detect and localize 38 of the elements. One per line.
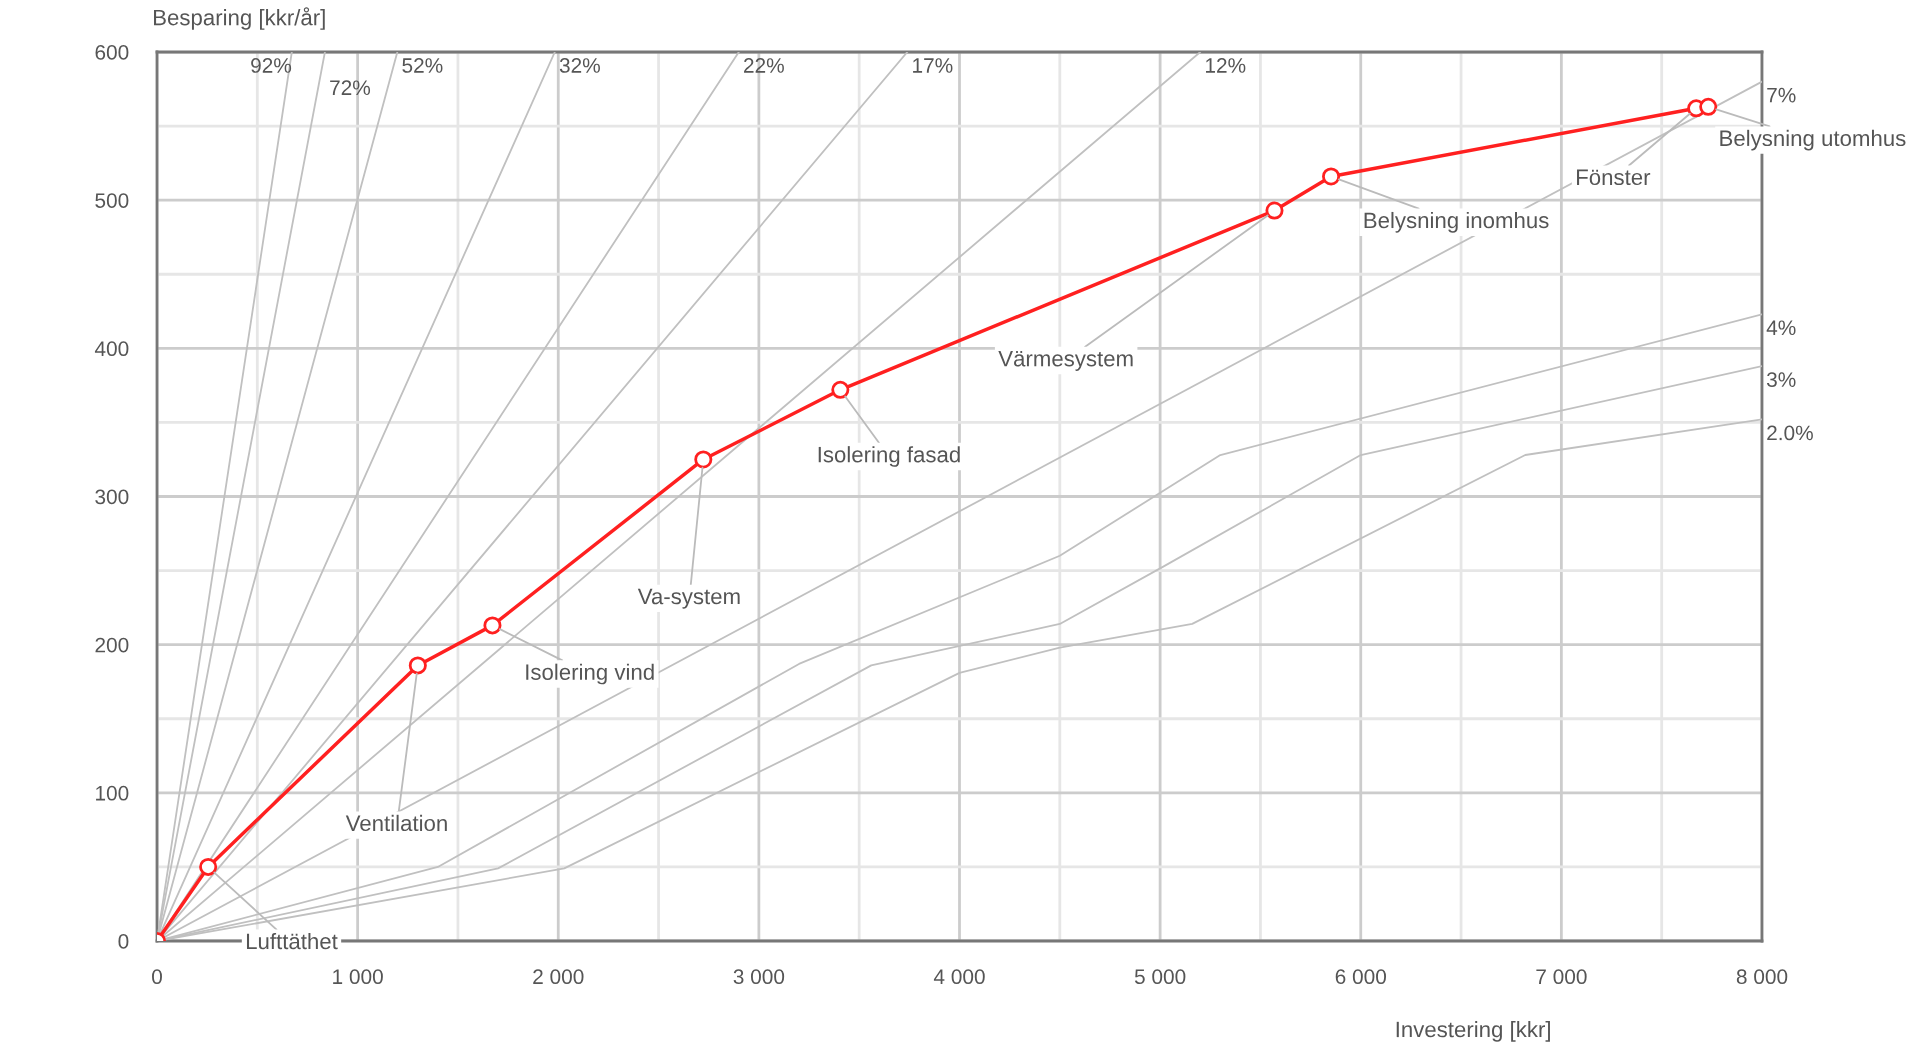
annotation: Ventilation — [345, 814, 447, 832]
y-tick-label: 300 — [95, 489, 129, 505]
x-tick-label: 1 000 — [333, 969, 383, 985]
y-tick-label: 400 — [94, 341, 129, 357]
y-tick-label: 100 — [96, 785, 129, 801]
x-tick-label: 5 000 — [1134, 969, 1186, 985]
annotation: Isolering vind — [526, 663, 654, 685]
annotation: Fönster — [1577, 169, 1651, 186]
series-label: 7% — [1767, 87, 1796, 103]
x-tick-label: 2 000 — [533, 969, 584, 985]
y-tick-label: 600 — [95, 45, 129, 60]
x-tick-label: 4 000 — [933, 969, 985, 985]
x-tick-label: 8 000 — [1736, 969, 1788, 985]
y-tick-label: 200 — [95, 637, 129, 653]
annotation: Belysning utomhus — [1720, 129, 1906, 151]
x-tick-label: 7 000 — [1536, 969, 1587, 985]
series-label: 22% — [744, 58, 784, 73]
annotation: Lufttäthet — [246, 932, 338, 950]
y-tick-label: 500 — [95, 193, 129, 208]
annotation: Isolering fasad — [818, 446, 960, 467]
series-label: 12% — [1206, 58, 1246, 73]
y-axis-title: Besparing [kkr/år] — [154, 7, 325, 30]
series-label: 32% — [559, 58, 600, 73]
annotation: Belysning inomhus — [1364, 211, 1549, 233]
series-label: 52% — [402, 58, 443, 73]
series-label: 3% — [1766, 372, 1796, 387]
annotation: Va-system — [637, 588, 740, 609]
x-axis-title: Investering [kkr] — [1396, 1021, 1550, 1042]
series-label: 2.0% — [1767, 425, 1813, 441]
x-tick-label: 6 000 — [1335, 969, 1386, 985]
series-label: 72% — [330, 80, 371, 95]
x-tick-label: 0 — [152, 969, 162, 985]
annotation: Värmesystem — [998, 351, 1133, 371]
y-tick-label: 0 — [118, 934, 129, 949]
series-label: 92% — [251, 58, 292, 73]
series-label: 17% — [913, 58, 953, 73]
x-tick-label: 3 000 — [733, 969, 785, 985]
series-label: 4% — [1766, 320, 1796, 336]
